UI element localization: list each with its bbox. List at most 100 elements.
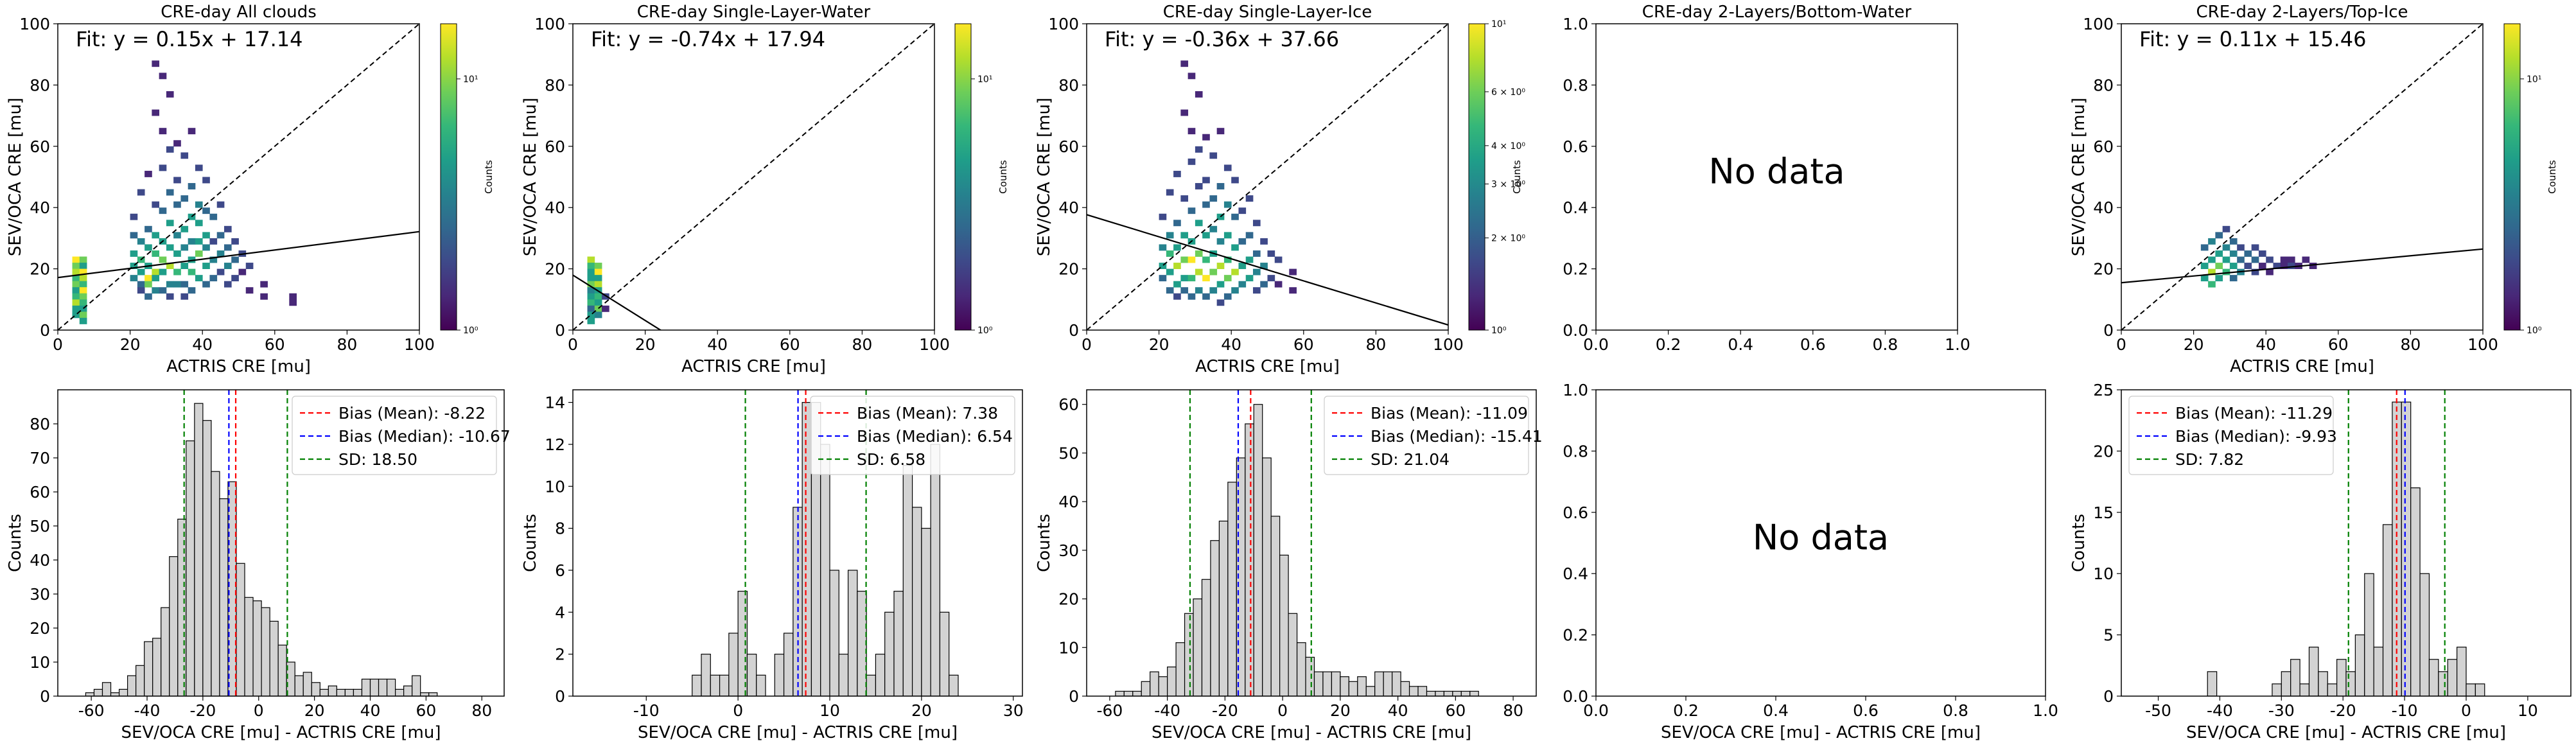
heatmap-cell-1-50 — [159, 207, 167, 214]
histogram-bar-3-38 — [1443, 690, 1453, 696]
heatmap-cell-3-3 — [1159, 275, 1167, 282]
histogram-bar-1-28 — [319, 688, 329, 696]
heatmap-cell-1-24 — [130, 263, 138, 269]
histogram-bar-1-25 — [294, 675, 304, 696]
histogram-bar-1-1 — [93, 688, 103, 696]
heatmap-cell-3-48 — [1209, 268, 1218, 275]
histogram-3-xlabel: SEV/OCA CRE [mu] - ACTRIS CRE [mu] — [1152, 723, 1471, 742]
colorbar-tick-label-1-1: 10¹ — [463, 74, 478, 85]
histogram-3-ytick-label-0: 0 — [1069, 687, 1079, 706]
heatmap-cell-3-50 — [1216, 128, 1225, 135]
heatmap-axes-2-frame — [572, 23, 935, 331]
heatmap-1-xtick-label-0: 0 — [53, 335, 63, 354]
colorbar-1: 10⁰ 10¹ Counts — [440, 23, 495, 336]
heatmap-cell-3-25 — [1187, 207, 1196, 214]
heatmap-cell-3-24 — [1187, 158, 1196, 165]
histogram-5-ytick-label-4: 20 — [2093, 442, 2114, 460]
heatmap-3-ytick-label-4: 80 — [1058, 76, 1079, 94]
heatmap-cell-2-1 — [587, 263, 595, 269]
heatmap-axes-5-frame — [2121, 23, 2484, 331]
heatmap-cell-2-21 — [602, 305, 609, 312]
histogram-bar-3-41 — [1469, 690, 1479, 696]
heatmap-cell-1-77 — [188, 128, 196, 135]
histogram-5-ytick-label-2: 10 — [2093, 564, 2114, 583]
heatmap-cell-3-83 — [1267, 250, 1275, 257]
legend-label-1-0: Bias (Mean): -8.22 — [338, 404, 486, 423]
heatmap-5-xtick-label-0: 0 — [2116, 335, 2126, 354]
histogram-2-xtick-label-1: 0 — [733, 701, 743, 720]
heatmap-cell-3-35 — [1195, 268, 1203, 275]
heatmap-cell-1-2 — [72, 268, 80, 275]
heatmap-cell-1-7 — [72, 299, 80, 306]
heatmap-cell-1-118 — [289, 299, 297, 306]
heatmap-cell-5-11 — [2222, 225, 2230, 232]
heatmap-5-ylabel: SEV/OCA CRE [mu] — [2069, 98, 2089, 256]
heatmap-cell-5-7 — [2215, 232, 2223, 239]
histogram-1-ytick-label-3: 30 — [30, 585, 50, 604]
heatmap-cell-1-61 — [166, 281, 174, 288]
histogram-bar-2-6 — [746, 654, 757, 696]
heatmap-cell-2-0 — [587, 256, 595, 263]
histogram-bar-1-2 — [101, 682, 112, 696]
legend-label-2-2: SD: 6.58 — [857, 450, 925, 469]
heatmap-cell-1-56 — [166, 146, 174, 153]
heatmap-cell-3-55 — [1216, 281, 1225, 288]
colorbar-5: 10⁰ 10¹ Counts — [2503, 23, 2558, 336]
heatmap-cell-3-80 — [1260, 238, 1268, 245]
heatmap-cell-3-28 — [1187, 275, 1196, 282]
heatmap-cell-1-80 — [188, 238, 196, 245]
heatmap-cell-3-74 — [1245, 256, 1254, 263]
heatmap-cell-3-11 — [1173, 244, 1181, 251]
colorbar-tick-label-3-2: 3 × 10⁰ — [1491, 179, 1525, 189]
histogram-bar-5-16 — [2354, 634, 2365, 696]
histogram-panel-3: -60 -40 -20 0 20 40 60 80 0 10 20 30 40 50 60 SEV/OCA C… — [1035, 389, 1543, 742]
heatmap-cell-3-23 — [1187, 128, 1196, 135]
heatmap-cell-3-33 — [1195, 220, 1203, 227]
heatmap-cell-2-13 — [594, 275, 602, 282]
heatmap-cell-5-6 — [2208, 281, 2216, 288]
heatmap-cell-3-42 — [1202, 275, 1210, 282]
heatmap-cell-1-112 — [238, 268, 247, 275]
heatmap-cell-1-117 — [289, 293, 297, 300]
heatmap-plot-area-3 — [1087, 24, 1448, 330]
histogram-bar-5-9 — [2290, 659, 2300, 696]
heatmap-cell-3-75 — [1245, 275, 1254, 282]
histogram-bar-3-6 — [1167, 666, 1177, 696]
heatmap-cell-5-8 — [2215, 250, 2223, 257]
heatmap-1-ytick-label-5: 100 — [19, 15, 50, 33]
heatmap-cell-3-16 — [1180, 109, 1189, 116]
colorbar-3: 10⁰ 2 × 10⁰ 3 × 10⁰ 4 × 10⁰ 6 × 10⁰ 10¹ Counts — [1468, 19, 1525, 336]
heatmap-cell-1-4 — [72, 281, 80, 288]
heatmap-cell-3-86 — [1274, 281, 1283, 288]
heatmap-cell-5-35 — [2287, 263, 2295, 269]
heatmap-cell-1-100 — [216, 201, 225, 208]
heatmap-cell-3-46 — [1209, 225, 1218, 232]
heatmap-1-xtick-label-5: 100 — [404, 335, 435, 354]
colorbar-label-3: Counts — [1511, 160, 1523, 194]
histogram-bar-3-5 — [1158, 676, 1168, 696]
heatmap-cell-5-33 — [2280, 263, 2288, 269]
legend-box-3 — [1324, 396, 1529, 475]
heatmap-cell-3-62 — [1223, 293, 1232, 300]
heatmap-cell-5-34 — [2287, 256, 2295, 263]
heatmap-cell-5-3 — [2208, 238, 2216, 245]
heatmap-cell-3-60 — [1223, 256, 1232, 263]
heatmap-cell-1-49 — [159, 164, 167, 171]
histogram-bar-3-15 — [1245, 423, 1254, 696]
histogram-2-xtick-label-4: 30 — [1003, 701, 1024, 720]
fit-equation-2: Fit: y = -0.74x + 17.94 — [591, 27, 825, 51]
histogram-2-xtick-label-2: 10 — [819, 701, 840, 720]
heatmap-cell-3-43 — [1202, 293, 1210, 300]
heatmap-cell-1-1 — [72, 263, 80, 269]
histogram-bar-1-11 — [177, 518, 187, 696]
histogram-bar-3-2 — [1132, 690, 1142, 696]
heatmap-3-ylabel: SEV/OCA CRE [mu] — [1035, 98, 1054, 256]
heatmap-cell-3-84 — [1267, 275, 1275, 282]
histogram-bar-5-28 — [2466, 683, 2476, 696]
heatmap-4-ytick-label-5: 1.0 — [1563, 15, 1588, 33]
legend-box-1 — [292, 396, 497, 475]
histogram-bar-1-36 — [386, 678, 396, 696]
histogram-4-ytick-label-2: 0.4 — [1563, 564, 1588, 583]
heatmap-1-ytick-label-0: 0 — [40, 321, 50, 340]
heatmap-cell-5-2 — [2200, 275, 2209, 282]
